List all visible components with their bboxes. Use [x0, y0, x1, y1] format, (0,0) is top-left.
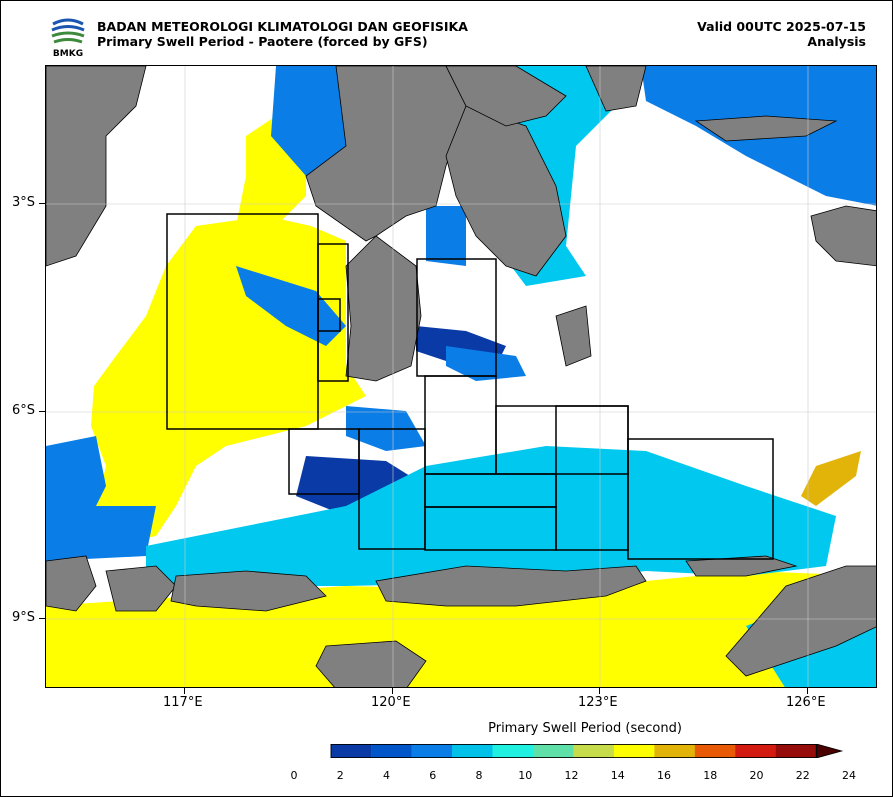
- lat-label-3s: 3°S: [12, 195, 36, 210]
- land-flores: [375, 565, 647, 607]
- land-bali-lombok: [46, 555, 97, 612]
- colorbar-tick-label: 0: [290, 769, 298, 782]
- colorbar-outline: [330, 744, 818, 758]
- land-sumbawa: [105, 565, 177, 612]
- colorbar-cell: [573, 744, 615, 758]
- colorbar-tick-label: 10: [518, 769, 533, 782]
- lon-label-126e: 126°E: [786, 695, 826, 710]
- land-sumbawa-east: [170, 570, 327, 612]
- land-timor: [725, 565, 876, 677]
- colorbar-tick-label: 12: [564, 769, 579, 782]
- analysis-label: Analysis: [807, 34, 866, 49]
- colorbar-tick-label: 6: [429, 769, 437, 782]
- swell-gold-banda: [801, 451, 861, 506]
- land-sulawesi-se: [445, 105, 567, 277]
- valid-time: Valid 00UTC 2025-07-15: [697, 19, 866, 34]
- logo-text: BMKG: [53, 49, 83, 58]
- colorbar-tick-label: 16: [657, 769, 671, 782]
- colorbar-cell: [775, 744, 817, 758]
- lat-tick-3: [39, 203, 45, 204]
- colorbar: [330, 744, 844, 758]
- header-left: BADAN METEOROLOGI KLIMATOLOGI DAN GEOFIS…: [97, 19, 468, 49]
- bmkg-logo: BMKG: [51, 15, 85, 58]
- land-alor-wetar: [685, 555, 798, 577]
- land-sulawesi-east-islands: [585, 66, 647, 112]
- colorbar-cell: [532, 744, 574, 758]
- land-sulawesi-north-arm: [445, 66, 567, 127]
- colorbar-extend-arrow: [815, 744, 844, 758]
- map-svg: [46, 66, 876, 687]
- colorbar-cell: [694, 744, 736, 758]
- colorbar-tick-label: 22: [795, 769, 810, 782]
- colorbar-title: Primary Swell Period (second): [488, 721, 682, 736]
- colorbar-cell: [735, 744, 777, 758]
- lat-label-6s: 6°S: [12, 403, 36, 418]
- colorbar-tick-label: 20: [749, 769, 764, 782]
- lat-label-9s: 9°S: [12, 610, 36, 625]
- lon-label-123e: 123°E: [578, 695, 618, 710]
- land-kalimantan: [46, 66, 147, 267]
- swell-cyan-flores: [146, 446, 836, 586]
- lat-tick-6: [39, 411, 45, 412]
- lat-tick-9: [39, 618, 45, 619]
- colorbar-cell: [371, 744, 412, 758]
- colorbar-tick-label: 24: [842, 769, 856, 782]
- swell-blue-bone: [446, 346, 526, 381]
- lon-tick-126: [807, 688, 808, 694]
- lon-tick-123: [599, 688, 600, 694]
- land-seram: [694, 115, 838, 142]
- land-buton: [555, 305, 592, 367]
- colorbar-cell: [411, 744, 453, 758]
- lon-label-117e: 117°E: [163, 695, 203, 710]
- gridlines: [46, 66, 876, 687]
- swell-blue-west-coast: [46, 436, 156, 561]
- colorbar-tick-label: 4: [383, 769, 390, 782]
- agency-name: BADAN METEOROLOGI KLIMATOLOGI DAN GEOFIS…: [97, 19, 468, 34]
- colorbar-tick-label: 14: [610, 769, 625, 782]
- lon-tick-120: [392, 688, 393, 694]
- colorbar-tick-label: 18: [703, 769, 718, 782]
- colorbar-cell: [452, 744, 493, 758]
- region-boxes: [166, 213, 774, 560]
- colorbar-cell: [330, 744, 372, 758]
- product-title: Primary Swell Period - Paotere (forced b…: [97, 34, 428, 49]
- colorbar-cell: [613, 744, 655, 758]
- map-panel[interactable]: [45, 65, 877, 688]
- land-sumba: [315, 640, 427, 687]
- colorbar-tick-label: 8: [475, 769, 483, 782]
- colorbar-cell: [492, 744, 534, 758]
- colorbar-tick-label: 2: [336, 769, 344, 782]
- lon-label-120e: 120°E: [371, 695, 411, 710]
- land-buru: [810, 205, 876, 267]
- header-right: Valid 00UTC 2025-07-15 Analysis: [697, 19, 866, 49]
- colorbar-cell: [654, 744, 696, 758]
- lon-tick-117: [184, 688, 185, 694]
- swell-blue-bay: [426, 206, 466, 266]
